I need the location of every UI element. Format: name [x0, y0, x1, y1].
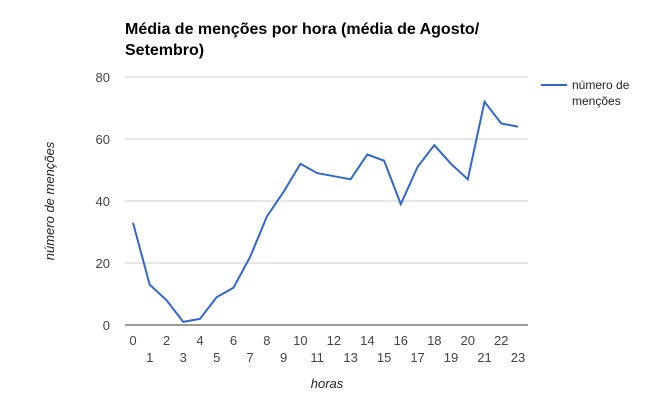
x-tick-label: 23	[511, 350, 525, 365]
x-tick-label: 2	[163, 333, 170, 348]
x-tick-label: 3	[180, 350, 187, 365]
x-tick-label: 0	[129, 333, 136, 348]
y-tick-label: 0	[103, 318, 110, 333]
x-tick-label: 8	[263, 333, 270, 348]
x-tick-label: 4	[196, 333, 203, 348]
x-tick-label: 5	[213, 350, 220, 365]
x-tick-label: 17	[410, 350, 424, 365]
y-tick-label: 20	[96, 256, 110, 271]
x-axis-label: horas	[311, 376, 344, 391]
series-line	[132, 99, 519, 323]
x-tick-label: 13	[343, 350, 357, 365]
x-tick-label: 10	[293, 333, 307, 348]
chart-title: Média de menções por hora (média de Agos…	[125, 21, 480, 59]
y-tick-label: 40	[96, 194, 110, 209]
x-tick-label: 7	[247, 350, 254, 365]
legend-label-line2: menções	[572, 94, 621, 108]
x-tick-label: 22	[494, 333, 508, 348]
x-tick-label: 15	[377, 350, 391, 365]
x-tick-label: 6	[230, 333, 237, 348]
x-tick-label: 19	[444, 350, 458, 365]
y-tick-label: 80	[96, 70, 110, 85]
x-tick-label: 16	[394, 333, 408, 348]
y-tick-label: 60	[96, 132, 110, 147]
legend-label-line1: número de	[572, 78, 630, 92]
x-tick-label: 9	[280, 350, 287, 365]
y-axis-label: número de menções	[42, 141, 57, 260]
x-tick-label: 12	[327, 333, 341, 348]
legend: número de menções	[541, 78, 630, 108]
x-tick-label: 1	[146, 350, 153, 365]
x-tick-label: 20	[461, 333, 475, 348]
x-tick-label: 21	[477, 350, 491, 365]
x-tick-label: 18	[427, 333, 441, 348]
x-tick-label: 11	[310, 350, 324, 365]
x-tick-label: 14	[360, 333, 374, 348]
